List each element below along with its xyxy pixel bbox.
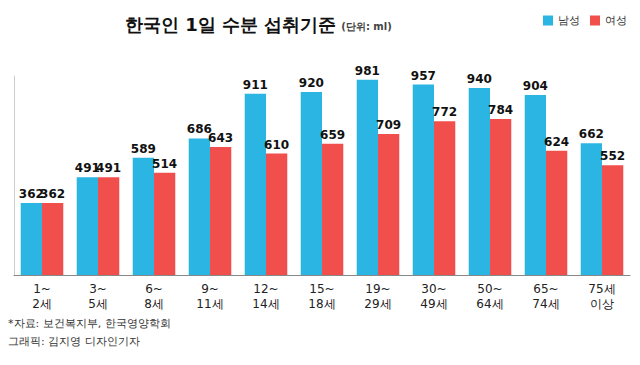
svg-text:30~: 30~	[421, 282, 446, 296]
svg-text:981: 981	[355, 64, 380, 78]
svg-text:3~: 3~	[89, 282, 107, 296]
svg-text:9~: 9~	[201, 282, 219, 296]
svg-text:19~: 19~	[365, 282, 390, 296]
svg-text:624: 624	[544, 135, 569, 149]
svg-text:여성: 여성	[605, 14, 627, 27]
svg-text:74세: 74세	[532, 297, 559, 311]
svg-text:남성: 남성	[558, 14, 580, 27]
svg-text:940: 940	[467, 72, 492, 86]
svg-text:491: 491	[74, 161, 100, 176]
svg-text:5세: 5세	[88, 297, 108, 311]
svg-text:(단위: ml): (단위: ml)	[341, 21, 391, 32]
svg-text:784: 784	[488, 103, 513, 117]
svg-text:643: 643	[208, 131, 233, 145]
svg-text:514: 514	[152, 157, 177, 171]
svg-text:11세: 11세	[196, 297, 223, 311]
svg-text:*자료: 보건복지부, 한국영양학회: *자료: 보건복지부, 한국영양학회	[8, 317, 171, 330]
svg-text:6~: 6~	[145, 282, 163, 296]
svg-text:957: 957	[411, 69, 436, 83]
svg-text:920: 920	[299, 76, 324, 90]
svg-text:49세: 49세	[420, 297, 447, 311]
svg-text:659: 659	[320, 128, 345, 142]
svg-text:589: 589	[131, 142, 156, 156]
svg-text:한국인 1일 수분 섭취기준: 한국인 1일 수분 섭취기준	[125, 14, 336, 35]
svg-text:14세: 14세	[252, 297, 279, 311]
svg-text:709: 709	[376, 118, 401, 132]
svg-text:75세: 75세	[588, 282, 615, 296]
svg-text:1~: 1~	[33, 282, 51, 296]
svg-text:64세: 64세	[476, 297, 503, 311]
svg-text:662: 662	[579, 127, 604, 141]
svg-text:29세: 29세	[364, 297, 391, 311]
svg-text:772: 772	[432, 105, 457, 119]
svg-text:904: 904	[523, 79, 548, 93]
svg-text:이상: 이상	[590, 297, 614, 311]
svg-text:12~: 12~	[253, 282, 278, 296]
svg-text:2세: 2세	[32, 297, 52, 311]
svg-text:686: 686	[186, 122, 212, 137]
svg-text:552: 552	[600, 149, 625, 163]
svg-text:491: 491	[96, 161, 121, 175]
svg-text:362: 362	[40, 187, 65, 201]
svg-text:65~: 65~	[533, 282, 558, 296]
svg-text:911: 911	[243, 78, 268, 92]
svg-text:15~: 15~	[309, 282, 334, 296]
svg-text:8세: 8세	[144, 297, 164, 311]
svg-text:362: 362	[18, 187, 44, 201]
svg-text:50~: 50~	[477, 282, 502, 296]
svg-text:610: 610	[264, 138, 289, 152]
svg-text:18세: 18세	[308, 297, 335, 311]
svg-text:그래픽: 김지영 디자인기자: 그래픽: 김지영 디자인기자	[8, 335, 140, 348]
